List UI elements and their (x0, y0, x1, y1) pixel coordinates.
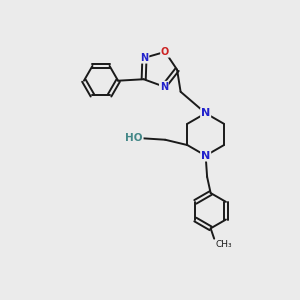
Text: O: O (161, 47, 169, 57)
Text: HO: HO (125, 133, 143, 143)
Text: N: N (160, 82, 168, 92)
Text: CH₃: CH₃ (216, 240, 232, 249)
Text: N: N (140, 53, 148, 63)
Text: N: N (201, 108, 210, 118)
Text: N: N (201, 151, 210, 160)
